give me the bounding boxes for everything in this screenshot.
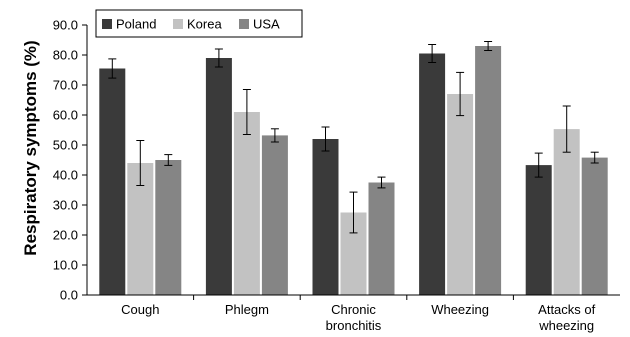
y-tick-label: 60.0 [53, 108, 78, 123]
y-tick-label: 70.0 [53, 78, 78, 93]
bars-layer [99, 41, 608, 295]
bar-usa-2 [368, 182, 395, 295]
x-category-label-line: wheezing [538, 318, 594, 333]
x-category-label: Attacks of wheezing [538, 302, 595, 333]
bar-usa-1 [261, 135, 288, 295]
legend-label-korea: Korea [187, 17, 222, 32]
x-category-label: Cough [121, 302, 159, 317]
legend-box [95, 9, 303, 38]
bar-usa-4 [581, 157, 608, 295]
y-tick-label: 0.0 [60, 288, 78, 303]
bar-korea-1 [233, 112, 260, 295]
bar-usa-0 [155, 160, 182, 295]
bar-poland-2 [312, 139, 339, 295]
y-tick-label: 80.0 [53, 48, 78, 63]
y-tick-label: 10.0 [53, 258, 78, 273]
legend-swatch-usa [239, 19, 249, 29]
legend-swatch-poland [102, 19, 112, 29]
bar-usa-3 [475, 46, 502, 295]
legend-label-poland: Poland [116, 17, 156, 32]
bar-korea-3 [447, 94, 474, 295]
bar-poland-3 [419, 53, 446, 295]
x-category-label-line: Phlegm [225, 302, 269, 317]
y-tick-label: 90.0 [53, 18, 78, 33]
y-tick-label: 40.0 [53, 168, 78, 183]
bar-poland-4 [525, 165, 552, 295]
bar-poland-1 [205, 58, 232, 295]
x-category-label: Wheezing [431, 302, 489, 317]
legend: Poland Korea USA [95, 9, 303, 38]
x-category-label-line: Chronic [331, 302, 376, 317]
x-category-label: Phlegm [225, 302, 269, 317]
legend-label-usa: USA [253, 17, 280, 32]
y-tick-label: 30.0 [53, 198, 78, 213]
y-tick-label: 50.0 [53, 138, 78, 153]
y-tick-label: 20.0 [53, 228, 78, 243]
y-axis-title: Respiratory symptoms (%) [21, 40, 40, 255]
axes-layer [86, 25, 620, 296]
x-category-label-line: bronchitis [326, 318, 382, 333]
x-category-label-line: Wheezing [431, 302, 489, 317]
x-category-labels: Cough Phlegm Chronic bronchitis Wheezing Atta… [121, 295, 596, 333]
legend-swatch-korea [173, 19, 183, 29]
x-category-label-line: Cough [121, 302, 159, 317]
x-category-label: Chronic bronchitis [326, 302, 382, 333]
x-category-label-line: Attacks of [538, 302, 595, 317]
bar-poland-0 [99, 68, 126, 295]
y-ticks: 0.0 10.0 20.0 30.0 40.0 50.0 60.0 70.0 80.0 90.0 [53, 18, 87, 303]
bar-korea-4 [553, 129, 580, 295]
